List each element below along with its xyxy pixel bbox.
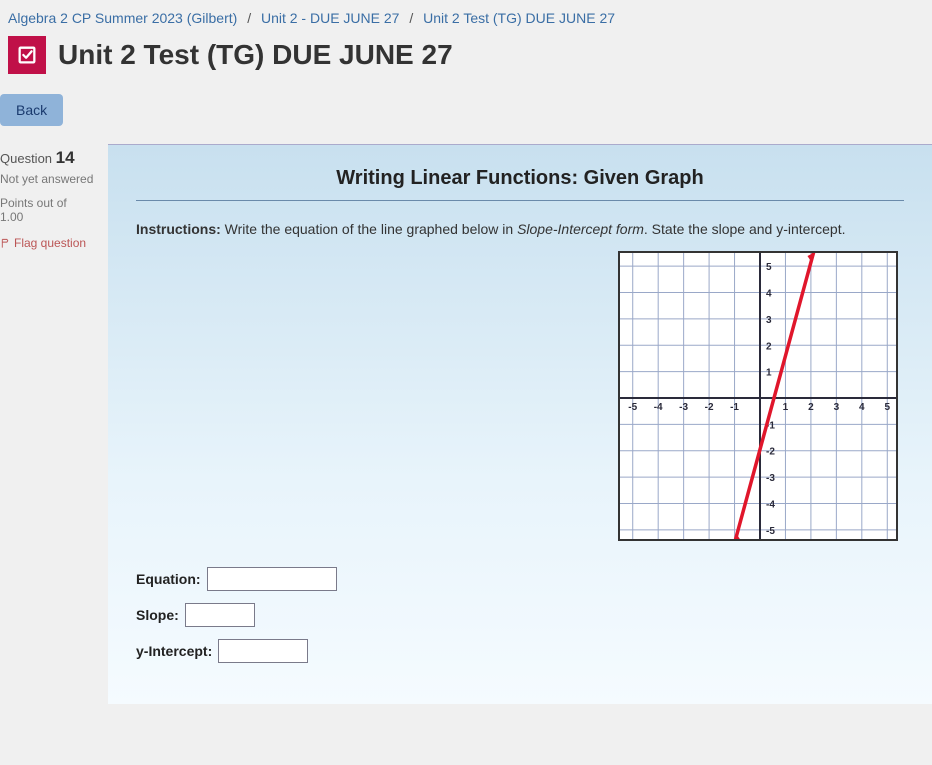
- instr-c: y-intercept.: [776, 221, 845, 237]
- question-card: Writing Linear Functions: Given Graph In…: [108, 144, 932, 704]
- breadcrumb-course[interactable]: Algebra 2 CP Summer 2023 (Gilbert): [8, 10, 237, 26]
- check-icon: [8, 36, 46, 74]
- svg-text:2: 2: [808, 402, 814, 413]
- title-row: Unit 2 Test (TG) DUE JUNE 27: [0, 32, 932, 88]
- instructions-lead: Instructions:: [136, 221, 221, 237]
- svg-text:4: 4: [766, 289, 772, 300]
- question-status: Not yet answered: [0, 172, 104, 186]
- svg-text:-4: -4: [654, 402, 663, 413]
- back-button[interactable]: Back: [0, 94, 63, 126]
- svg-text:5: 5: [884, 402, 890, 413]
- svg-text:-2: -2: [766, 447, 775, 458]
- flag-question-link[interactable]: Flag question: [0, 236, 104, 250]
- svg-text:3: 3: [766, 315, 772, 326]
- svg-text:1: 1: [783, 402, 789, 413]
- svg-text:3: 3: [834, 402, 840, 413]
- points-label: Points out of: [0, 196, 67, 210]
- divider: [136, 200, 904, 201]
- question-heading: Writing Linear Functions: Given Graph: [136, 167, 904, 190]
- slope-input[interactable]: [185, 603, 255, 627]
- svg-text:4: 4: [859, 402, 865, 413]
- breadcrumb-sep: /: [247, 10, 251, 26]
- breadcrumb-unit[interactable]: Unit 2 - DUE JUNE 27: [261, 10, 399, 26]
- question-number: Question 14: [0, 148, 104, 168]
- svg-text:5: 5: [766, 262, 772, 273]
- svg-text:-1: -1: [730, 402, 739, 413]
- breadcrumb-test[interactable]: Unit 2 Test (TG) DUE JUNE 27: [423, 10, 615, 26]
- instructions: Instructions: Write the equation of the …: [136, 221, 904, 237]
- equation-row: Equation:: [136, 567, 904, 591]
- question-word: Question: [0, 151, 52, 166]
- instr-b: . State the slope and: [644, 221, 776, 237]
- breadcrumb: Algebra 2 CP Summer 2023 (Gilbert) / Uni…: [0, 0, 932, 32]
- graph-container: -5-5-4-4-3-3-2-2-1-11122334455: [136, 251, 904, 541]
- flag-label: Flag question: [14, 236, 86, 250]
- coordinate-graph: -5-5-4-4-3-3-2-2-1-11122334455: [618, 251, 898, 541]
- slope-label: Slope:: [136, 607, 179, 623]
- equation-input[interactable]: [207, 567, 337, 591]
- answer-inputs: Equation: Slope: y-Intercept:: [136, 567, 904, 663]
- breadcrumb-sep: /: [409, 10, 413, 26]
- yintercept-row: y-Intercept:: [136, 639, 904, 663]
- svg-text:1: 1: [766, 368, 772, 379]
- slope-row: Slope:: [136, 603, 904, 627]
- instr-a: Write the equation of the line graphed b…: [221, 221, 517, 237]
- svg-text:-3: -3: [679, 402, 688, 413]
- content-row: Question 14 Not yet answered Points out …: [0, 144, 932, 704]
- question-points: Points out of 1.00: [0, 196, 104, 224]
- svg-text:-4: -4: [766, 499, 775, 510]
- svg-text:2: 2: [766, 341, 772, 352]
- yintercept-input[interactable]: [218, 639, 308, 663]
- page-title: Unit 2 Test (TG) DUE JUNE 27: [58, 39, 453, 71]
- svg-text:-2: -2: [705, 402, 714, 413]
- svg-text:-3: -3: [766, 473, 775, 484]
- equation-label: Equation:: [136, 571, 201, 587]
- svg-text:-5: -5: [628, 402, 637, 413]
- instr-em: Slope-Intercept form: [517, 221, 644, 237]
- question-number-value: 14: [56, 148, 75, 167]
- points-value: 1.00: [0, 210, 23, 224]
- question-nav-panel: Question 14 Not yet answered Points out …: [0, 144, 108, 250]
- yintercept-label: y-Intercept:: [136, 643, 212, 659]
- svg-text:-5: -5: [766, 526, 775, 537]
